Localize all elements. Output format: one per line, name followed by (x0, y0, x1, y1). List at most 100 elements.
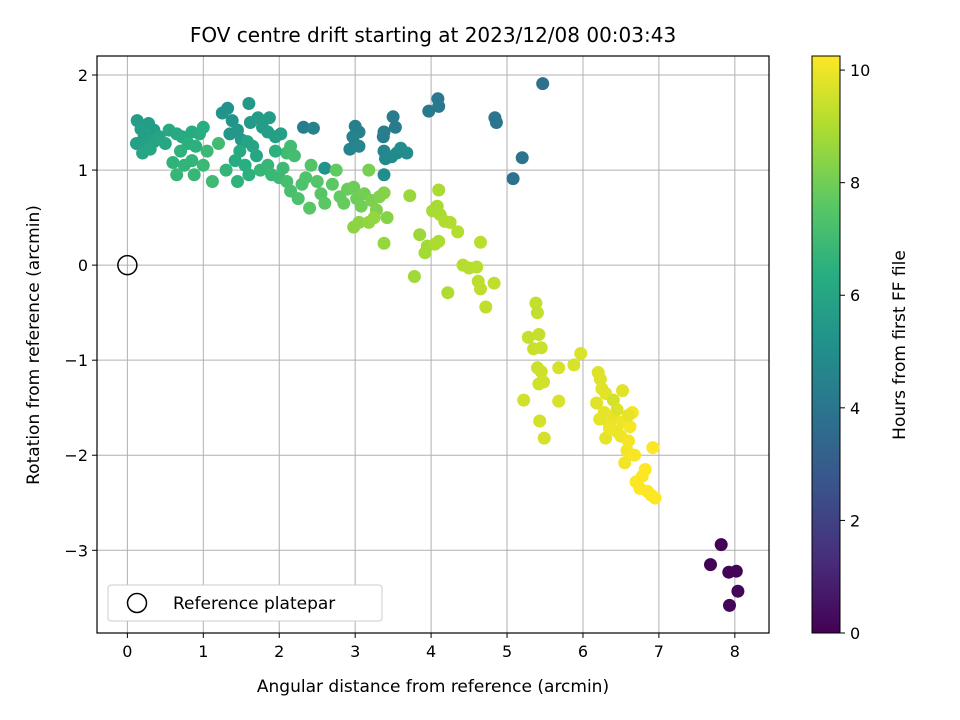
data-point (347, 220, 361, 234)
data-point (130, 137, 143, 150)
data-point (376, 130, 390, 144)
data-point (432, 183, 446, 197)
data-point (729, 564, 743, 578)
colorbar-tick-label: 6 (850, 286, 860, 305)
legend-marker (126, 592, 148, 614)
data-point (291, 192, 305, 206)
data-point (212, 137, 225, 150)
data-point (622, 408, 635, 422)
data-point (352, 139, 366, 153)
data-point (610, 403, 624, 417)
data-point (367, 211, 381, 225)
data-point (418, 246, 432, 260)
data-point (377, 186, 391, 200)
data-point (646, 441, 660, 455)
y-tick-label: 2 (78, 66, 88, 85)
data-point (377, 236, 391, 250)
data-point (622, 434, 635, 448)
data-point (489, 116, 503, 129)
data-point (166, 156, 180, 169)
y-tick-label: −1 (64, 351, 88, 370)
data-point (377, 168, 391, 182)
data-point (287, 149, 301, 163)
y-tick-label: −3 (64, 541, 88, 560)
data-point (451, 225, 465, 239)
data-point (422, 104, 436, 118)
colorbar-ticks: 0 2 4 6 8 10 (840, 61, 870, 643)
colorbar-tick-label: 4 (850, 399, 860, 418)
x-tick-label: 4 (426, 642, 436, 661)
data-point (623, 420, 637, 434)
x-tick-label: 1 (198, 642, 208, 661)
data-point (534, 365, 548, 379)
data-point (158, 137, 172, 150)
data-point (262, 111, 276, 125)
plot-frame (96, 55, 770, 634)
data-point (441, 286, 455, 300)
data-point (185, 154, 199, 168)
data-point (517, 393, 531, 407)
data-point (407, 270, 421, 283)
legend-label: Reference platepar (173, 594, 335, 614)
data-point (479, 300, 493, 314)
data-point (388, 120, 402, 134)
data-point (362, 163, 376, 177)
x-tick-label: 3 (350, 642, 360, 661)
data-point (603, 422, 616, 436)
data-point (537, 375, 550, 389)
data-point (506, 172, 520, 186)
data-point (403, 189, 417, 203)
data-point (250, 149, 263, 163)
data-point (297, 120, 310, 134)
x-tick-label: 0 (122, 642, 132, 661)
data-point (200, 144, 214, 158)
data-point (474, 282, 487, 296)
data-point (616, 384, 629, 398)
data-point (170, 168, 184, 182)
data-point (196, 158, 210, 172)
data-point (304, 158, 318, 172)
x-tick-label: 6 (578, 642, 588, 661)
data-point (731, 584, 745, 598)
data-point (567, 358, 581, 372)
data-point (318, 196, 332, 210)
data-point (474, 235, 487, 249)
data-point (529, 296, 543, 310)
y-tick-label: 1 (78, 161, 88, 180)
data-point (432, 234, 446, 248)
data-point (205, 175, 219, 188)
data-point (268, 144, 282, 158)
data-point (187, 168, 201, 182)
data-point (189, 139, 203, 153)
chart-title: FOV centre drift starting at 2023/12/08 … (190, 23, 676, 47)
data-point (221, 101, 235, 115)
data-point (534, 341, 548, 355)
data-point (225, 114, 239, 128)
legend-box (107, 584, 383, 622)
reference-marker (117, 254, 138, 276)
data-point (347, 180, 361, 194)
colorbar-tick-label: 2 (850, 511, 860, 530)
data-point (723, 598, 736, 612)
data-point (648, 491, 662, 505)
data-point (521, 330, 535, 344)
data-point (318, 161, 332, 175)
data-point (174, 144, 187, 158)
data-point (329, 163, 343, 177)
data-point (337, 196, 351, 210)
data-point (231, 175, 244, 188)
y-axis-label: Rotation from reference (arcmin) (24, 205, 44, 485)
data-point (552, 394, 566, 408)
data-point (274, 127, 288, 141)
data-point (196, 120, 210, 134)
data-point (487, 276, 501, 290)
data-point (638, 463, 652, 476)
colorbar: 0 2 4 6 8 10 Hours from first FF file (811, 55, 910, 643)
x-tick-label: 7 (654, 642, 664, 661)
data-point (704, 558, 717, 572)
data-point (276, 161, 290, 175)
x-tick-label: 5 (502, 642, 512, 661)
data-point (380, 211, 394, 225)
data-point (432, 99, 446, 113)
reference-marker-group (117, 254, 138, 276)
